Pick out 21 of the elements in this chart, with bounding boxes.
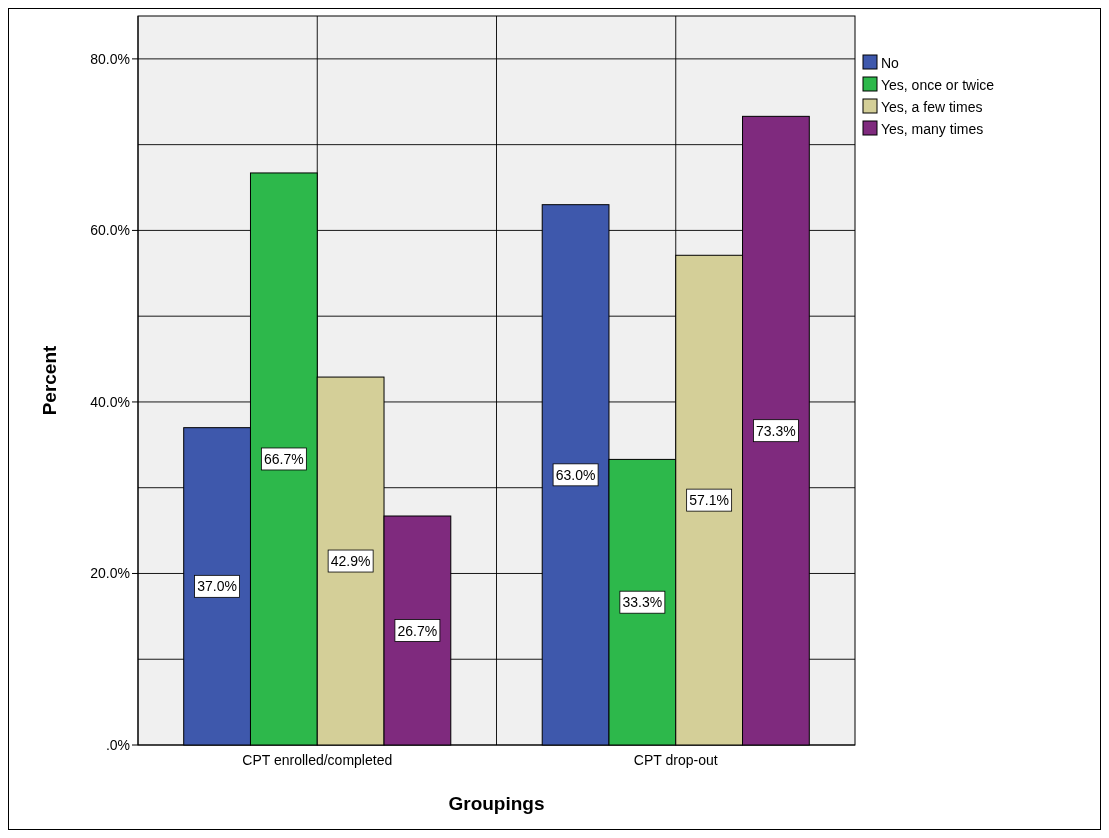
data-label: 33.3% — [622, 594, 663, 611]
y-tick-label: 60.0% — [90, 222, 130, 239]
x-tick-label: CPT drop-out — [633, 752, 718, 768]
y-axis-title: Percent — [39, 344, 60, 416]
y-tick-label: 40.0% — [90, 393, 130, 410]
data-label: 57.1% — [689, 492, 729, 509]
legend-label: Yes, once or twice — [881, 77, 995, 93]
data-label: 73.3% — [756, 422, 796, 439]
legend-label: Yes, a few times — [881, 99, 983, 115]
x-tick-label: CPT enrolled/completed — [242, 752, 393, 768]
x-axis-title: Groupings — [448, 793, 545, 814]
data-label: 63.0% — [555, 466, 596, 483]
y-tick-label: .0% — [105, 737, 130, 753]
legend-label: No — [881, 55, 900, 71]
data-label: 42.9% — [330, 553, 371, 570]
data-label: 37.0% — [197, 578, 237, 595]
legend-label: Yes, many times — [881, 121, 984, 137]
y-tick-label: 80.0% — [90, 50, 130, 67]
data-label: 26.7% — [397, 622, 438, 639]
data-label: 66.7% — [264, 450, 304, 467]
y-tick-label: 20.0% — [90, 565, 130, 582]
